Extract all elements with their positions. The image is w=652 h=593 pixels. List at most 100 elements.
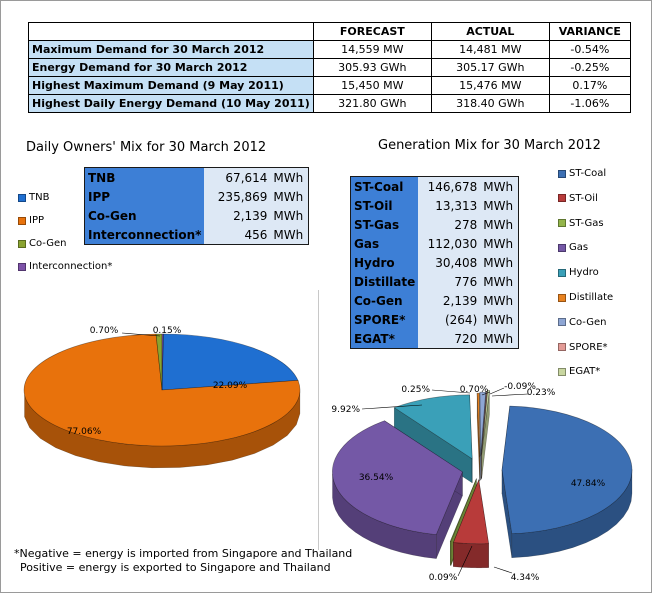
legend-item-gen-5: Distillate bbox=[558, 292, 613, 303]
mix-name: EGAT* bbox=[350, 329, 419, 349]
gen-slice-7 bbox=[480, 390, 488, 456]
mix-unit: MWh bbox=[270, 206, 309, 225]
row-label: Maximum Demand for 30 March 2012 bbox=[28, 40, 314, 59]
legend-swatch bbox=[558, 367, 566, 376]
gen-leader-line-4 bbox=[361, 404, 423, 410]
mix-value: 146,678 bbox=[418, 176, 481, 196]
mix-name: TNB bbox=[84, 167, 205, 187]
gen-slice-3 bbox=[332, 420, 463, 535]
owners-data-label-2: 0.70% bbox=[90, 326, 119, 336]
legend-label: IPP bbox=[29, 215, 45, 226]
summary-header-row: FORECAST ACTUAL VARIANCE bbox=[28, 22, 631, 41]
table-row: ST-Oil 13,313 MWh bbox=[350, 196, 519, 215]
legend-item-gen-3: Gas bbox=[558, 242, 588, 253]
mix-value: 235,869 bbox=[204, 187, 271, 206]
mix-value: 67,614 bbox=[204, 167, 271, 187]
owners-mix-title: Daily Owners' Mix for 30 March 2012 bbox=[26, 140, 267, 155]
legend-swatch bbox=[18, 262, 26, 271]
mix-unit: MWh bbox=[270, 167, 309, 187]
mix-name: Co-Gen bbox=[350, 291, 419, 310]
gen-data-label-0: 47.84% bbox=[571, 479, 606, 489]
gen-leader-line-7 bbox=[489, 387, 505, 395]
legend-label: EGAT* bbox=[569, 366, 601, 378]
owners-data-label-0: 22.09% bbox=[213, 381, 248, 391]
legend-swatch bbox=[558, 343, 566, 352]
gen-leader-line-1 bbox=[493, 566, 513, 574]
gen-leader-line-6 bbox=[481, 391, 491, 396]
legend-label: Co-Gen bbox=[29, 238, 67, 249]
mix-unit: MWh bbox=[480, 253, 519, 272]
table-row: ST-Coal 146,678 MWh bbox=[350, 176, 519, 196]
panel-divider bbox=[318, 290, 319, 550]
gen-slice-wall-3 bbox=[332, 473, 437, 559]
legend-swatch bbox=[558, 268, 566, 277]
legend-item-gen-0: ST-Coal bbox=[558, 168, 606, 179]
variance-value: -1.06% bbox=[548, 94, 631, 113]
gen-data-label-1: 4.34% bbox=[511, 573, 540, 583]
summary-table: FORECAST ACTUAL VARIANCE Maximum Demand … bbox=[28, 22, 631, 113]
table-row: IPP 235,869 MWh bbox=[84, 187, 309, 206]
legend-item-gen-1: ST-Oil bbox=[558, 193, 598, 204]
mix-unit: MWh bbox=[480, 234, 519, 253]
legend-item-owners-3: Interconnection* bbox=[18, 261, 112, 272]
legend-label: Co-Gen bbox=[569, 316, 607, 328]
generation-mix-legend: ST-Coal ST-Oil ST-Gas Gas Hydro Distillate Co-… bbox=[558, 168, 648, 383]
legend-item-gen-2: ST-Gas bbox=[558, 218, 604, 229]
gen-slice-0 bbox=[501, 405, 633, 535]
table-row: TNB 67,614 MWh bbox=[84, 167, 309, 187]
legend-swatch bbox=[558, 169, 566, 178]
table-row: ST-Gas 278 MWh bbox=[350, 215, 519, 234]
legend-label: SPORE* bbox=[569, 341, 608, 353]
mix-name: Co-Gen bbox=[84, 206, 205, 225]
table-row: Maximum Demand for 30 March 2012 14,559 … bbox=[28, 40, 631, 59]
mix-name: IPP bbox=[84, 187, 205, 206]
table-row: Co-Gen 2,139 MWh bbox=[350, 291, 519, 310]
owners-slice-1 bbox=[23, 333, 301, 447]
legend-label: ST-Coal bbox=[569, 168, 607, 179]
owners-leader-line-2 bbox=[121, 332, 161, 337]
gen-slice-6 bbox=[479, 391, 487, 457]
table-row: SPORE* (264) MWh bbox=[350, 310, 519, 329]
legend-swatch bbox=[558, 243, 566, 252]
owners-slice-3 bbox=[161, 333, 164, 391]
owners-slice-2 bbox=[155, 333, 163, 391]
table-row: Energy Demand for 30 March 2012 305.93 G… bbox=[28, 58, 631, 77]
legend-swatch bbox=[558, 318, 566, 327]
gen-data-label-8: 0.23% bbox=[527, 388, 556, 398]
variance-value: -0.54% bbox=[548, 40, 631, 59]
mix-value: 30,408 bbox=[418, 253, 481, 272]
gen-leader-line-5 bbox=[431, 389, 471, 394]
legend-swatch bbox=[18, 193, 26, 202]
mix-name: SPORE* bbox=[350, 310, 419, 329]
legend-label: Hydro bbox=[569, 267, 599, 279]
legend-swatch bbox=[18, 216, 26, 225]
mix-value: 13,313 bbox=[418, 196, 481, 215]
actual-value: 14,481 MW bbox=[430, 40, 550, 59]
legend-item-owners-1: IPP bbox=[18, 215, 44, 226]
mix-unit: MWh bbox=[480, 196, 519, 215]
table-row: Gas 112,030 MWh bbox=[350, 234, 519, 253]
owners-data-label-3: 0.15% bbox=[153, 326, 182, 336]
gen-slice-wall-2 bbox=[450, 541, 452, 566]
table-row: Interconnection* 456 MWh bbox=[84, 225, 309, 245]
mix-name: Hydro bbox=[350, 253, 419, 272]
mix-name: Distillate bbox=[350, 272, 419, 291]
mix-name: Interconnection* bbox=[84, 225, 205, 245]
gen-data-label-4: 9.92% bbox=[331, 405, 360, 415]
row-label: Energy Demand for 30 March 2012 bbox=[28, 58, 314, 77]
legend-swatch bbox=[558, 219, 566, 228]
table-row: Hydro 30,408 MWh bbox=[350, 253, 519, 272]
mix-value: 776 bbox=[418, 272, 481, 291]
forecast-value: 321.80 GWh bbox=[312, 94, 432, 113]
mix-unit: MWh bbox=[270, 225, 309, 245]
gen-slice-4 bbox=[393, 394, 473, 460]
gen-slice-1 bbox=[452, 478, 489, 545]
mix-unit: MWh bbox=[480, 291, 519, 310]
legend-swatch bbox=[558, 194, 566, 203]
mix-unit: MWh bbox=[480, 215, 519, 234]
actual-value: 15,476 MW bbox=[430, 76, 550, 95]
header-variance: VARIANCE bbox=[548, 22, 631, 41]
legend-item-owners-0: TNB bbox=[18, 192, 49, 203]
header-actual: ACTUAL bbox=[430, 22, 550, 41]
